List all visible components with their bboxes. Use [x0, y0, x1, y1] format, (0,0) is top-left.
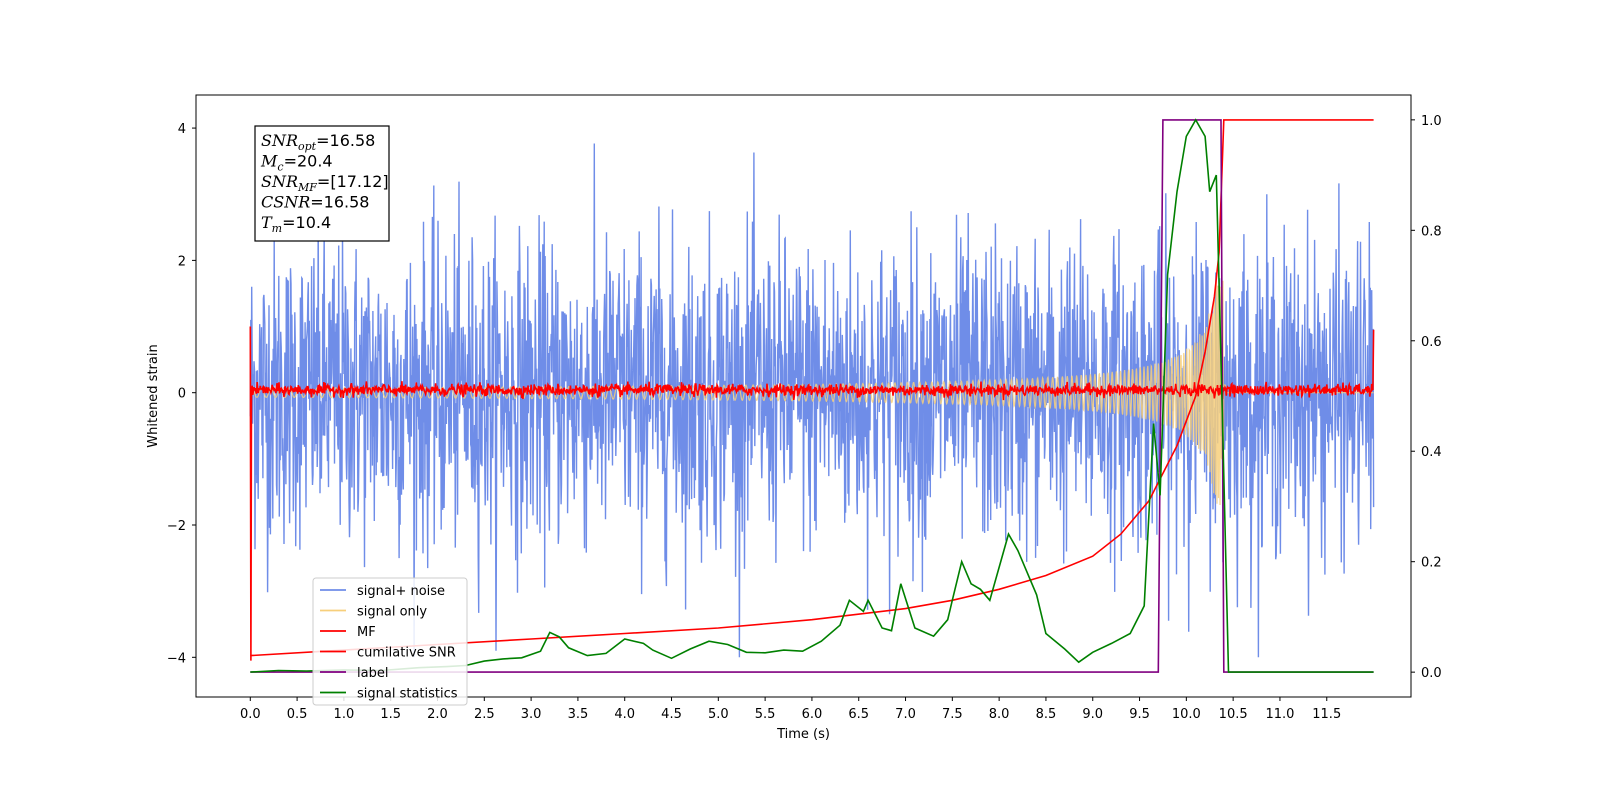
y-right-tick-label: 0.4 [1421, 445, 1442, 460]
legend-entry: label [357, 666, 388, 681]
ticks-layer: 0.0 0.5 1.0 1.5 2.0 2.5 3.0 3.5 4.0 4.5 5.0 5.5 6.0 6… [167, 114, 1442, 722]
annotation-line: SNRopt=16.58 [261, 131, 375, 153]
annotation-value: =16.58 [316, 131, 375, 150]
legend: signal+ noise signal only MF cumilative SNR… [312, 577, 468, 706]
x-tick-label: 7.5 [942, 707, 963, 722]
x-tick-label: 2.5 [474, 707, 495, 722]
y-left-tick-label: −2 [167, 519, 186, 534]
legend-entry: signal only [357, 605, 427, 620]
x-tick-label: 3.0 [521, 707, 542, 722]
x-tick-label: 4.5 [661, 707, 682, 722]
x-tick-label: 8.0 [989, 707, 1010, 722]
series-signal-statistics-line [250, 118, 1374, 673]
x-tick-label: 11.0 [1265, 707, 1294, 722]
y-left-tick-label: 2 [178, 254, 186, 269]
x-tick-label: 10.0 [1172, 707, 1201, 722]
x-tick-label: 9.5 [1129, 707, 1150, 722]
x-tick-label: 6.0 [802, 707, 823, 722]
legend-entry: signal statistics [357, 687, 458, 702]
annotation-box: SNRopt=16.58Mc=20.4SNRMF=[17.12]CSNR=16.… [254, 125, 390, 242]
y-right-tick-label: 0.8 [1421, 224, 1442, 239]
x-tick-label: 5.5 [755, 707, 776, 722]
annotation-line: CSNR=16.58 [261, 193, 369, 212]
annotation-frame [254, 125, 390, 242]
x-tick-label: 2.0 [427, 707, 448, 722]
annotation-symbol: M [260, 152, 278, 171]
annotation-subscript: m [272, 222, 282, 235]
annotation-symbol: CSNR [261, 193, 310, 212]
x-axis-label: Time (s) [776, 727, 830, 742]
x-tick-label: 1.5 [380, 707, 401, 722]
series-cumulative-snr-line [250, 119, 1374, 657]
annotation-symbol: T [261, 213, 273, 232]
y-left-tick-label: 4 [178, 122, 186, 137]
annotation-symbol: SNR [261, 172, 298, 191]
y-right-tick-label: 0.6 [1421, 335, 1442, 350]
legend-entry: MF [357, 625, 376, 640]
x-tick-label: 4.0 [614, 707, 635, 722]
annotation-subscript: MF [297, 181, 317, 194]
x-tick-label: 10.5 [1219, 707, 1248, 722]
x-tick-label: 1.0 [334, 707, 355, 722]
x-tick-label: 5.0 [708, 707, 729, 722]
annotation-subscript: c [277, 161, 283, 174]
plot-layer [249, 118, 1375, 673]
annotation-symbol: SNR [261, 131, 298, 150]
y-right-tick-label: 0.2 [1421, 556, 1442, 571]
y-right-tick-label: 1.0 [1421, 114, 1442, 129]
annotation-subscript: opt [298, 140, 317, 153]
x-tick-label: 0.0 [240, 707, 261, 722]
y-left-tick-label: 0 [178, 387, 186, 402]
annotation-line: SNRMF=[17.12] [261, 172, 389, 194]
x-tick-label: 6.5 [848, 707, 869, 722]
y-left-tick-label: −4 [167, 651, 186, 666]
x-tick-label: 7.0 [895, 707, 916, 722]
annotation-value: =16.58 [310, 193, 369, 212]
series-signal-only-line [249, 280, 1374, 506]
y-right-tick-label: 0.0 [1421, 666, 1442, 681]
annotation-line: Tm=10.4 [261, 213, 331, 235]
annotation-value: =10.4 [282, 213, 331, 232]
x-tick-label: 0.5 [287, 707, 308, 722]
annotation-line: Mc=20.4 [260, 152, 333, 174]
x-tick-label: 8.5 [1036, 707, 1057, 722]
legend-entry: signal+ noise [357, 584, 445, 599]
series-mf-line [249, 326, 1375, 661]
y-axis-label: Whitened strain [146, 344, 161, 447]
annotation-value: =[17.12] [317, 172, 389, 191]
plot-frame [195, 94, 1412, 698]
legend-entry: cumilative SNR [357, 646, 456, 661]
x-tick-label: 3.5 [568, 707, 589, 722]
legend-frame [312, 577, 468, 706]
x-tick-label: 9.0 [1082, 707, 1103, 722]
x-tick-label: 11.5 [1312, 707, 1341, 722]
annotation-value: =20.4 [284, 152, 333, 171]
